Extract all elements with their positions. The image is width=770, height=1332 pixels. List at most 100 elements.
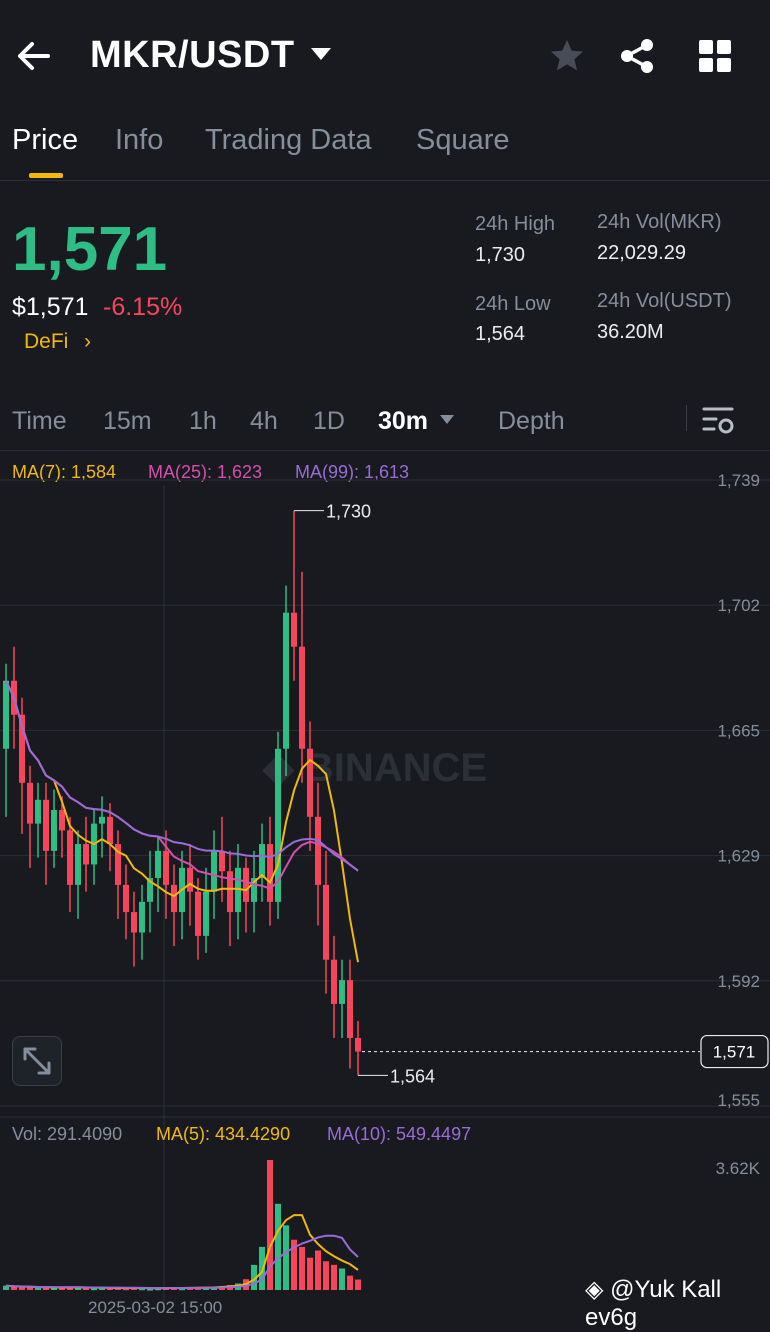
pair-title[interactable]: MKR/USDT: [90, 34, 295, 76]
volume-bar: [283, 1225, 289, 1290]
volume-bar: [251, 1264, 257, 1290]
volume-bar: [299, 1246, 305, 1290]
candle-body: [83, 844, 89, 865]
candle-body: [187, 867, 193, 892]
candle-body: [195, 891, 201, 936]
candle-body: [355, 1037, 361, 1052]
chart-settings-icon[interactable]: [700, 405, 736, 435]
volume-bar: [11, 1286, 17, 1290]
tab-trading-data[interactable]: Trading Data: [205, 124, 372, 156]
candle-body: [283, 612, 289, 749]
caret-down-icon[interactable]: [310, 46, 332, 62]
vma5-label: MA(5): 434.4290: [156, 1124, 291, 1144]
candle-body: [139, 901, 145, 933]
vma10-label: MA(10): 549.4497: [327, 1124, 472, 1144]
tab-info[interactable]: Info: [115, 124, 164, 156]
low-marker-label: 1,564: [390, 1066, 435, 1086]
candle-body: [235, 867, 241, 913]
high-marker-label: 1,730: [326, 502, 371, 522]
vol-base-label: 24h Vol(MKR): [597, 211, 722, 233]
back-arrow-icon[interactable]: [14, 38, 54, 74]
volume-bar: [91, 1288, 97, 1291]
candle-body: [291, 612, 297, 647]
candle-body: [259, 844, 265, 879]
volume-bar: [43, 1287, 49, 1290]
vol-label: Vol: 291.4090: [12, 1124, 123, 1144]
last-price: 1,571: [12, 215, 168, 284]
expand-icon: [23, 1047, 51, 1075]
candle-body: [147, 878, 153, 902]
candle-body: [211, 850, 217, 892]
grid-icon[interactable]: [697, 38, 733, 74]
candle-body: [51, 810, 57, 851]
interval-caret-icon[interactable]: [440, 415, 454, 425]
category-tag[interactable]: DeFi: [24, 330, 69, 353]
candle-body: [315, 816, 321, 885]
last-price-tag-label: 1,571: [713, 1043, 756, 1062]
candle-body: [115, 844, 121, 885]
tab-price[interactable]: Price: [12, 124, 79, 156]
volume-bar: [19, 1287, 25, 1290]
candle-body: [99, 816, 105, 824]
ma7-line: [5, 680, 359, 963]
candle-body: [67, 830, 73, 885]
volume-bar: [147, 1288, 153, 1291]
usd-price: $1,571: [12, 293, 89, 321]
candle-body: [323, 884, 329, 960]
ma99-line: [5, 680, 359, 872]
candle-body: [75, 844, 81, 885]
candle-body: [59, 810, 65, 831]
candle-body: [227, 871, 233, 913]
tab-bar: Price Info Trading Data Square: [0, 112, 770, 181]
high-label: 24h High: [475, 213, 556, 235]
vol-quote-value: 36.20M: [597, 321, 664, 343]
candle-body: [203, 891, 209, 936]
volume-bar: [331, 1264, 337, 1290]
candle-body: [347, 980, 353, 1038]
candle-body: [299, 646, 305, 749]
candle-body: [27, 782, 33, 824]
candle-body: [155, 850, 161, 879]
ma99-label: MA(99): 1,613: [295, 462, 410, 482]
vol-quote-label: 24h Vol(USDT): [597, 290, 732, 312]
vma10-line: [5, 1234, 359, 1290]
volume-bar: [107, 1288, 113, 1291]
y-axis-label: 1,739: [717, 471, 760, 490]
volume-bar: [75, 1287, 81, 1290]
volume-bar: [27, 1287, 33, 1290]
interval-bar: Time 15m 1h 4h 1D 30m Depth: [0, 395, 770, 451]
candle-body: [307, 748, 313, 817]
time-axis-label: 2025-03-02 15:00: [88, 1298, 222, 1313]
candle-body: [171, 884, 177, 913]
candle-body: [275, 748, 281, 902]
volume-bar: [315, 1250, 321, 1290]
candlestick-chart[interactable]: 1,739 1,702 1,665 1,629 1,592 1,555 ◆ BINANCE 1…: [0, 455, 770, 1313]
volume-bar: [307, 1257, 313, 1290]
tab-square[interactable]: Square: [416, 124, 510, 156]
ma7-label: MA(7): 1,584: [12, 462, 117, 482]
interval-1d[interactable]: 1D: [313, 407, 345, 435]
interval-4h[interactable]: 4h: [250, 407, 278, 435]
diamond-icon: ◈: [585, 1276, 604, 1303]
y-axis-label: 1,592: [717, 972, 760, 991]
interval-1h[interactable]: 1h: [189, 407, 217, 435]
fullscreen-button[interactable]: [12, 1036, 62, 1086]
watermark: ◆ BINANCE: [262, 746, 487, 790]
volume-bar: [267, 1160, 273, 1290]
interval-depth[interactable]: Depth: [498, 407, 565, 435]
candle-body: [267, 844, 273, 902]
candle-body: [163, 850, 169, 885]
share-icon[interactable]: [618, 38, 656, 74]
volume-bar: [59, 1287, 65, 1290]
interval-15m[interactable]: 15m: [103, 407, 152, 435]
volume-bar: [123, 1288, 129, 1291]
interval-30m[interactable]: 30m: [378, 407, 429, 435]
y-axis-label: 1,555: [717, 1091, 760, 1110]
chevron-right-icon[interactable]: ›: [84, 330, 91, 353]
interval-time[interactable]: Time: [12, 407, 67, 435]
volume-bar: [35, 1287, 41, 1290]
candle-body: [339, 980, 345, 1004]
star-icon[interactable]: [549, 38, 585, 74]
volume-bar: [347, 1275, 353, 1290]
y-axis-label: 1,702: [717, 596, 760, 615]
